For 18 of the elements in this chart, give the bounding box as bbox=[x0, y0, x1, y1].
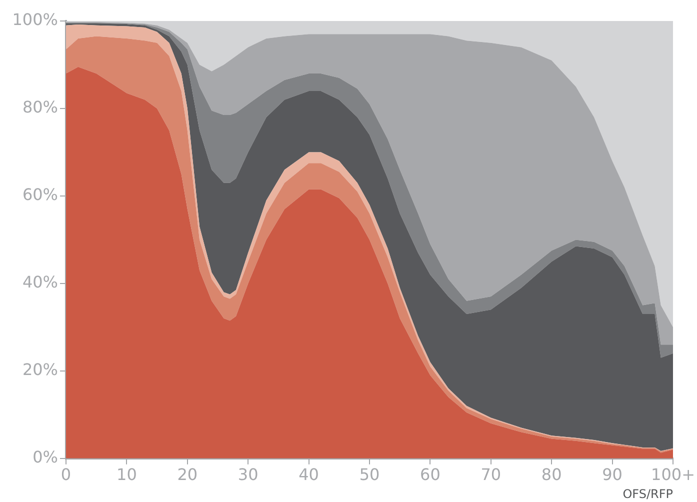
x-tick-label: 70 bbox=[480, 465, 502, 484]
x-tick-label: 30 bbox=[238, 465, 258, 484]
y-tick-label: 0% bbox=[32, 448, 58, 467]
y-tick-label: 80% bbox=[22, 98, 58, 117]
x-tick-label: 0 bbox=[60, 465, 72, 484]
x-tick-label: 90 bbox=[602, 465, 622, 484]
y-tick-label: 40% bbox=[22, 272, 58, 292]
x-tick-label: 50 bbox=[359, 465, 380, 484]
x-tick-label: 10 bbox=[116, 465, 137, 484]
x-axis-title: OFS/RFP bbox=[622, 486, 673, 501]
y-tick-label: 100% bbox=[12, 10, 58, 30]
x-tick-label: 20 bbox=[177, 465, 198, 484]
y-tick-label: 20% bbox=[22, 360, 58, 380]
x-tick-label: 60 bbox=[420, 465, 440, 484]
x-tick-label: 80 bbox=[541, 465, 562, 484]
y-tick-label: 60% bbox=[22, 185, 58, 204]
x-tick-label: 100+ bbox=[651, 465, 695, 484]
x-tick-label: 40 bbox=[298, 465, 319, 484]
